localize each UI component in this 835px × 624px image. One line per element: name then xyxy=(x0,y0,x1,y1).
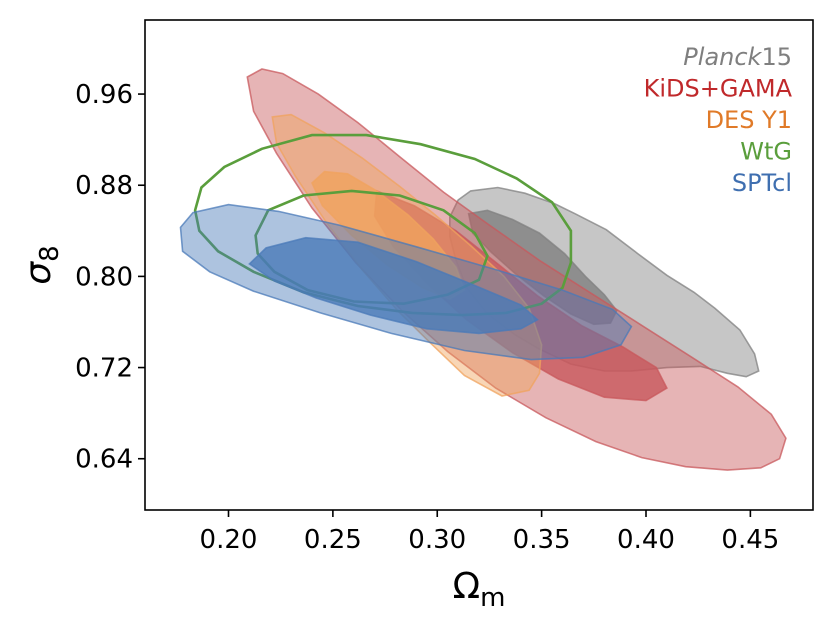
y-axis-label: σ8 xyxy=(18,245,65,284)
legend-entry-des-y1: DES Y1 xyxy=(706,106,792,134)
x-tick-label: 0.40 xyxy=(617,525,675,555)
legend: Planck15 KiDS+GAMA DES Y1 WtG SPTcl xyxy=(644,43,793,197)
legend-entry-kids-gama: KiDS+GAMA xyxy=(644,75,793,103)
x-tick-label: 0.35 xyxy=(513,525,571,555)
legend-entry-wtg: WtG xyxy=(740,138,792,166)
x-axis-label: Ωm xyxy=(453,566,506,613)
sptcl-contour-68 xyxy=(248,236,539,335)
x-axis: 0.20 0.25 0.30 0.35 0.40 0.45 xyxy=(200,510,779,555)
y-tick-label: 0.72 xyxy=(75,354,133,384)
plot-frame xyxy=(144,19,814,511)
x-tick-label: 0.45 xyxy=(721,525,779,555)
x-tick-label: 0.20 xyxy=(200,525,258,555)
legend-entry-planck15: Planck15 xyxy=(683,43,792,71)
y-tick-label: 0.80 xyxy=(75,262,133,292)
y-tick-label: 0.96 xyxy=(75,80,133,110)
x-tick-label: 0.25 xyxy=(304,525,362,555)
contours-layer xyxy=(179,68,787,471)
y-tick-label: 0.88 xyxy=(75,171,133,201)
planck15-contour-68 xyxy=(467,209,618,326)
legend-entry-sptcl: SPTcl xyxy=(732,169,792,197)
y-axis: 0.64 0.72 0.80 0.88 0.96 xyxy=(75,80,145,475)
x-tick-label: 0.30 xyxy=(408,525,466,555)
y-tick-label: 0.64 xyxy=(75,445,133,475)
